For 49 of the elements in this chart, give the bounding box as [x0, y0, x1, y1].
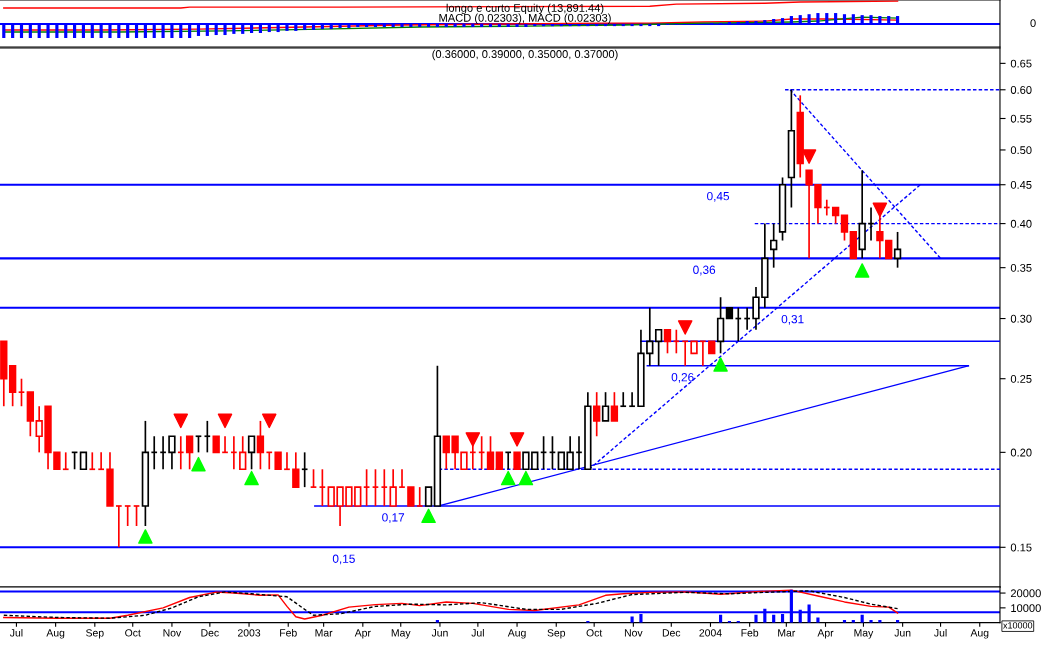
chart-title: (0.36000, 0.39000, 0.35000, 0.37000) [432, 49, 618, 61]
annotation: 0,15 [332, 554, 355, 565]
y-tick-label: 0.20 [1010, 448, 1032, 457]
x-tick-label: Oct [125, 629, 141, 637]
annotation: 0,45 [707, 191, 730, 202]
y-axis-title: x10000 [1003, 622, 1033, 629]
x-tick-label: May [854, 629, 874, 639]
x-tick-label: Nov [624, 629, 643, 637]
annotation: 0,31 [781, 314, 804, 325]
y-tick-label: 0.65 [1010, 59, 1032, 68]
y-tick-label: 20000 [1010, 589, 1041, 598]
x-tick-label: Dec [662, 629, 681, 637]
x-tick-label: Aug [507, 629, 526, 639]
y-tick-label: 0.25 [1010, 374, 1032, 383]
x-tick-label: Oct [586, 629, 603, 637]
x-tick-label: Feb [280, 628, 297, 637]
x-tick-label: May [391, 629, 411, 639]
x-tick-label: Jul [934, 628, 947, 637]
x-tick-label: Apr [354, 629, 371, 639]
x-tick-label: Mar [315, 629, 333, 637]
x-tick-label: Sep [547, 629, 566, 639]
y-tick-label: 0.55 [1010, 114, 1032, 123]
x-tick-label: Mar [778, 629, 796, 637]
y-tick-label: 0.15 [1010, 543, 1032, 552]
x-tick-label: Nov [163, 629, 182, 637]
x-tick-label: Jun [431, 629, 448, 637]
annotation: 0,17 [382, 513, 405, 523]
y-tick-label: 0.30 [1010, 314, 1032, 323]
text: MACD (0.02303), MACD (0.02303) [439, 13, 611, 24]
x-tick-label: Aug [970, 629, 989, 639]
y-tick-label: 0.40 [1010, 219, 1032, 228]
x-tick-label: Dec [201, 629, 219, 637]
x-tick-label: Sep [86, 629, 104, 639]
x-tick-label: Jun [894, 629, 911, 637]
x-tick-label: Jul [471, 628, 484, 637]
text: 0 [1030, 19, 1036, 28]
x-tick-label: Jul [9, 628, 23, 637]
x-tick-label: Feb [741, 628, 759, 637]
y-tick-label: 0.45 [1010, 180, 1032, 189]
y-tick-label: 0.60 [1010, 86, 1032, 94]
x-tick-label: Apr [817, 629, 834, 639]
y-tick-label: 10000 [1011, 604, 1041, 612]
annotation: 0,36 [693, 265, 716, 276]
y-tick-label: 0.35 [1010, 263, 1032, 272]
annotation: 0,26 [671, 373, 694, 383]
x-tick-label: 2004 [699, 629, 722, 637]
y-tick-label: 0.50 [1010, 146, 1032, 155]
x-tick-label: Aug [46, 629, 65, 639]
x-tick-label: 2003 [237, 629, 261, 637]
